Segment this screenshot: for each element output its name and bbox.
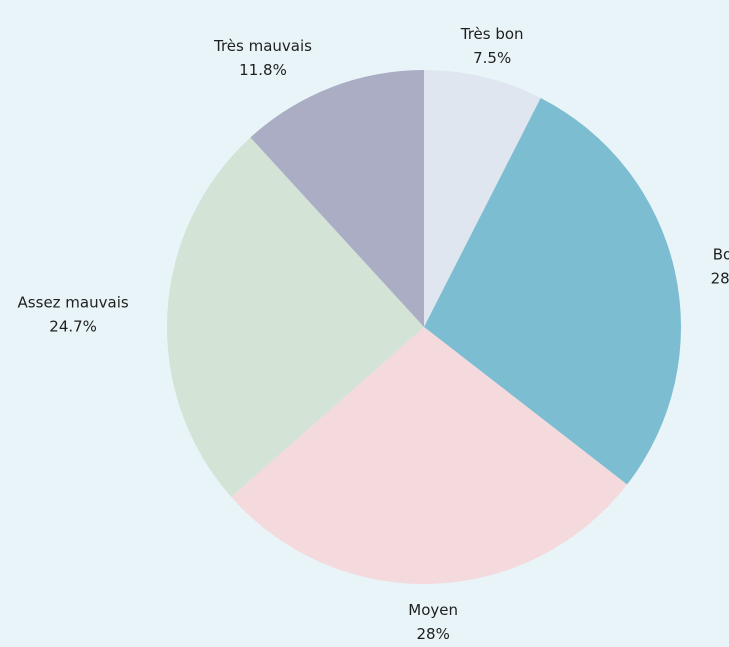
slice-label-tres-bon: Très bon 7.5% <box>460 25 524 67</box>
slice-percent-bon: 28% <box>711 269 729 287</box>
slice-percent-tres-mauvais: 11.8% <box>239 61 287 79</box>
slice-label-tres-mauvais: Très mauvais 11.8% <box>213 37 312 79</box>
pie-slice-assez-mauvais <box>166 137 424 497</box>
pie-slice-moyen <box>231 327 628 584</box>
slice-category-moyen: Moyen <box>408 601 458 619</box>
slice-category-assez-mauvais: Assez mauvais <box>18 293 129 311</box>
slice-label-moyen: Moyen 28% <box>408 601 458 643</box>
slice-category-tres-bon: Très bon <box>460 25 524 43</box>
pie-slice-bon <box>424 98 681 485</box>
pie-slice-tres-bon <box>424 70 541 327</box>
slice-category-tres-mauvais: Très mauvais <box>213 37 312 55</box>
slice-category-bon: Bon <box>713 245 729 263</box>
pie-slice-tres-mauvais <box>250 70 424 327</box>
slice-percent-tres-bon: 7.5% <box>473 49 511 67</box>
slice-label-assez-mauvais: Assez mauvais 24.7% <box>18 293 129 335</box>
slice-percent-moyen: 28% <box>417 625 450 643</box>
slice-label-bon: Bon 28% <box>711 245 729 287</box>
slice-percent-assez-mauvais: 24.7% <box>49 317 97 335</box>
